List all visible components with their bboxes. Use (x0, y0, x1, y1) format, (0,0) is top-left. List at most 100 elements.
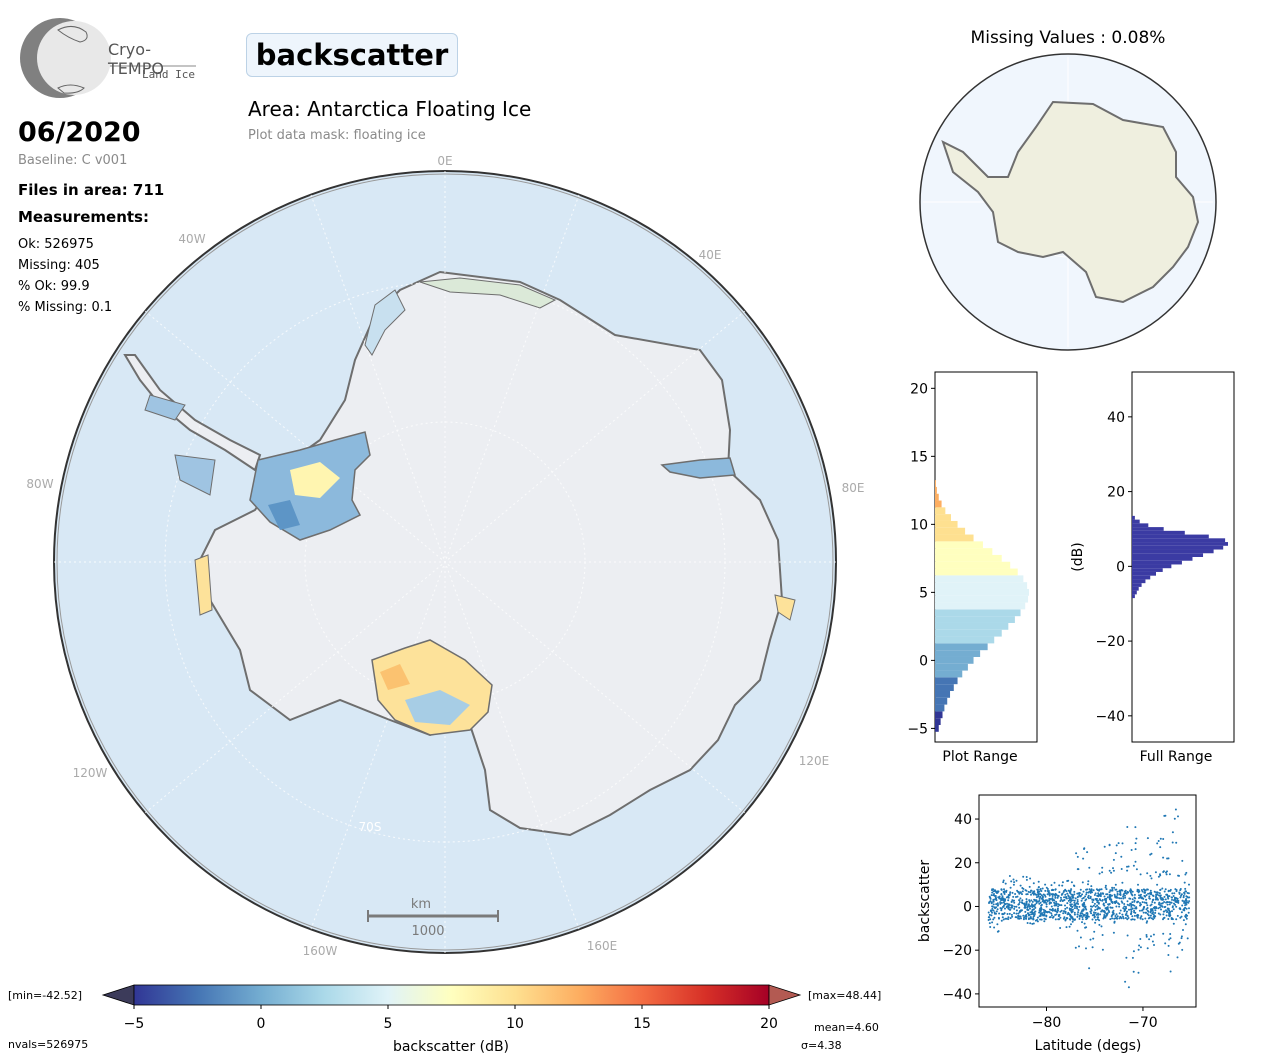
scatter-point (1146, 947, 1149, 950)
scatter-point (1167, 897, 1170, 900)
scatter-point (1127, 865, 1130, 868)
scatter-point (1045, 903, 1048, 906)
scatter-point (1152, 895, 1155, 897)
scatter-point (1052, 909, 1054, 912)
missing-count: Missing: 405 (18, 258, 100, 273)
full-range-bar (1132, 530, 1185, 535)
scatter-point (1059, 896, 1062, 899)
scatter-point (1161, 902, 1164, 905)
scatter-point (1093, 894, 1096, 896)
scatter-point (1146, 904, 1149, 907)
missing-values-title: Missing Values : 0.08% (970, 28, 1166, 48)
full-range-tick-label: 20 (1107, 485, 1125, 501)
plot-range-bar (935, 718, 941, 725)
scatter-point (1167, 890, 1170, 893)
scatter-point (1036, 916, 1039, 919)
scatter-point (1015, 879, 1018, 882)
scatter-point (1070, 923, 1072, 926)
scatter-point (1185, 917, 1188, 920)
scatter-point (1115, 905, 1118, 908)
scatter-point (1000, 909, 1003, 912)
scatter-point (1176, 914, 1179, 917)
scatter-point (1081, 921, 1083, 924)
scatter-point (1187, 892, 1190, 895)
meridian-label-80e: 80E (842, 481, 865, 495)
scatter-point (1119, 909, 1122, 912)
scatter-point (1090, 912, 1093, 915)
scatter-point (1034, 903, 1037, 906)
scatter-point (1077, 911, 1080, 914)
plot-range-bar (935, 541, 983, 549)
scatter-point (1080, 894, 1082, 897)
scatter-point (1146, 888, 1149, 891)
scatter-point (1132, 950, 1135, 953)
scatter-point (1055, 913, 1058, 916)
scatter-point (1030, 917, 1032, 920)
full-range-bar (1132, 534, 1209, 539)
scatter-point (1110, 906, 1112, 909)
scatter-point (1011, 904, 1014, 907)
scatter-point (1134, 848, 1137, 851)
scatter-point (1048, 894, 1051, 897)
scatter-point (1126, 918, 1129, 921)
scatter-point (1068, 925, 1071, 928)
scatter-point (1178, 891, 1181, 894)
scatter-point (1169, 889, 1172, 892)
scatter-point (1086, 912, 1089, 915)
scatter-point (1040, 918, 1043, 921)
scatter-point (1033, 899, 1036, 901)
scatter-point (1027, 914, 1030, 917)
plot-range-tick-label: 0 (919, 653, 928, 669)
scatter-point (1023, 906, 1026, 909)
full-range-histogram: −40 −20 0 20 40 (dB) Full Range (1070, 371, 1235, 765)
scatter-ylabel: backscatter (917, 860, 933, 942)
scatter-point (1164, 888, 1167, 891)
scatter-point (1182, 894, 1185, 897)
scatter-point (1029, 877, 1032, 880)
plot-range-bar (935, 561, 1011, 569)
scatter-point (1126, 934, 1129, 937)
scatter-point (1150, 877, 1153, 880)
scatter-point (1118, 917, 1121, 920)
scatter-point (1122, 915, 1124, 918)
scatter-point (1148, 897, 1151, 900)
scatter-point (1070, 915, 1073, 918)
scatter-point (1155, 893, 1158, 896)
scatter-point (1046, 893, 1049, 896)
scatter-point (1076, 900, 1079, 903)
scatter-point (1021, 902, 1024, 905)
scatter-point (1006, 913, 1009, 915)
scatter-point (1081, 881, 1084, 884)
scatter-point (1073, 918, 1076, 921)
scatter-point (1181, 948, 1184, 951)
scatter-point (1057, 914, 1060, 917)
scatter-point (1074, 897, 1077, 900)
colorbar-gradient (133, 984, 770, 1006)
scatter-point (1032, 922, 1035, 925)
scatter-point (1153, 890, 1156, 893)
full-range-bar (1132, 594, 1135, 599)
scatter-point (1110, 871, 1113, 874)
scatter-point (1093, 902, 1096, 905)
scatter-point (1032, 890, 1035, 893)
plot-range-tick-label: 10 (910, 517, 928, 533)
scatter-point (1185, 871, 1188, 874)
scatter-point (987, 919, 990, 921)
scatter-point (1034, 906, 1037, 909)
scatter-point (1181, 859, 1184, 862)
scatter-point (1086, 917, 1089, 920)
scatter-point (1137, 900, 1140, 903)
scatter-point (1126, 826, 1129, 828)
scatter-point (1171, 841, 1174, 844)
scatter-point (1053, 901, 1056, 904)
scatter-point (1085, 888, 1088, 891)
scatter-point (1073, 901, 1076, 904)
scatter-point (1018, 915, 1021, 918)
scatter-point (1143, 889, 1146, 892)
scatter-point (1032, 893, 1035, 896)
scatter-point (990, 894, 993, 897)
plot-range-bar (935, 609, 1021, 617)
scatter-point (1092, 889, 1095, 892)
scatter-point (1118, 889, 1121, 892)
scatter-point (1114, 895, 1116, 898)
